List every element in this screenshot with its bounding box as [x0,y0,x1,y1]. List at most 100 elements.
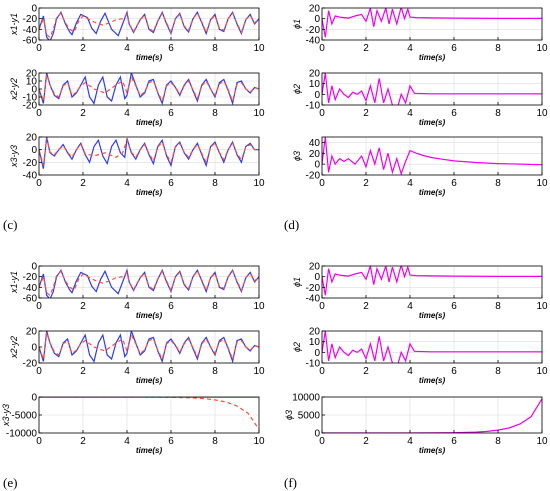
series-line-2 [39,270,259,297]
y-tick-label: 0 [31,343,37,354]
plot-area [322,266,542,298]
x-tick-label: 8 [495,43,501,54]
y-tick-label: -5000 [11,411,37,422]
y-tick-label: -60 [23,294,38,305]
x-tick-label: 8 [212,108,218,119]
y-tick-label: 0 [314,348,320,359]
plot-frame [321,265,543,299]
x-tick-label: 8 [212,301,218,312]
x-tick-label: 4 [407,366,413,377]
y-tick-label: 0 [31,85,37,96]
x-tick-label: 6 [451,108,457,119]
x-tick-label: 6 [451,43,457,54]
x-tick-label: 0 [36,178,42,189]
y-tick-label: 20 [26,327,38,338]
series-line-2 [39,397,259,430]
y-tick-label: 0 [31,4,37,15]
x-tick-label: 0 [36,301,42,312]
x-tick-label: 8 [495,436,501,447]
plot-frame [321,7,543,41]
y-tick-label: 20 [309,262,321,273]
x-tick-label: 2 [363,43,369,54]
x-tick-label: 4 [407,43,413,54]
x-tick-label: 8 [495,178,501,189]
y-axis-label: x1-y1 [9,271,19,294]
y-axis-label: x2-y2 [9,78,19,101]
y-tick-label: -40 [306,294,321,305]
x-tick-label: 6 [168,366,174,377]
x-axis-label: time(s) [136,311,163,320]
x-tick-label: 0 [36,436,42,447]
x-tick-label: 4 [124,366,130,377]
x-axis-label: time(s) [419,53,446,62]
y-tick-label: -20 [23,101,38,112]
x-tick-label: 4 [407,178,413,189]
y-axis-label: ϕ1 [292,19,302,29]
chart-12: 0 2 4 6 8 10 0 5000 10000 time(s) ϕ3 [284,393,548,456]
y-tick-label: -10000 [6,429,38,440]
x-tick-label: 10 [253,366,265,377]
plot-frame [321,330,543,364]
series-line-2 [39,332,259,361]
y-tick-label: 0 [314,429,320,440]
x-tick-label: 6 [451,301,457,312]
y-tick-label: -20 [306,283,321,294]
y-axis-label: x3-y3 [1,404,11,427]
series-line-1 [322,266,542,296]
series-line-1 [322,137,542,175]
y-tick-label: -20 [23,359,38,370]
x-tick-label: 10 [536,43,548,54]
x-tick-label: 2 [363,301,369,312]
x-axis-label: time(s) [419,446,446,455]
panel-label-c: (c) [3,217,17,232]
y-axis-label: x3-y3 [9,145,19,168]
x-tick-label: 0 [319,178,325,189]
x-tick-label: 6 [451,178,457,189]
x-tick-label: 6 [168,436,174,447]
x-tick-label: 0 [36,43,42,54]
x-tick-label: 10 [253,43,265,54]
series-line-1 [39,268,259,298]
x-tick-label: 2 [363,436,369,447]
y-tick-label: -10 [23,93,38,104]
y-tick-label: 0 [314,14,320,25]
chart-11: 0 2 4 6 8 10 -10000 -5000 0 time(s) x3-y3 [1,393,265,456]
x-tick-label: 2 [80,436,86,447]
y-tick-label: 10 [309,337,321,348]
y-tick-label: -60 [23,36,38,47]
x-tick-label: 0 [319,43,325,54]
x-axis-label: time(s) [136,446,163,455]
y-tick-label: -20 [23,14,38,25]
x-tick-label: 8 [495,108,501,119]
y-axis-label: ϕ2 [292,84,302,94]
y-tick-label: 20 [309,69,321,80]
y-tick-label: -40 [306,36,321,47]
x-tick-label: 4 [124,108,130,119]
y-tick-label: 10 [26,77,38,88]
x-tick-label: 10 [536,301,548,312]
y-tick-label: 20 [26,69,38,80]
plot-area [322,137,542,175]
plot-area [322,73,542,105]
x-tick-label: 2 [80,301,86,312]
x-tick-label: 4 [407,108,413,119]
y-tick-label: 0 [31,262,37,273]
x-tick-label: 10 [536,436,548,447]
y-tick-label: 0 [314,160,320,171]
y-tick-label: 20 [309,149,321,160]
series-line-1 [322,8,542,38]
plot-area [322,331,542,363]
series-line-1 [322,331,542,363]
x-axis-label: time(s) [136,188,163,197]
x-tick-label: 4 [124,436,130,447]
y-tick-label: 20 [309,4,321,15]
x-tick-label: 4 [124,178,130,189]
x-tick-label: 4 [124,43,130,54]
x-tick-label: 2 [80,43,86,54]
x-tick-label: 4 [407,436,413,447]
